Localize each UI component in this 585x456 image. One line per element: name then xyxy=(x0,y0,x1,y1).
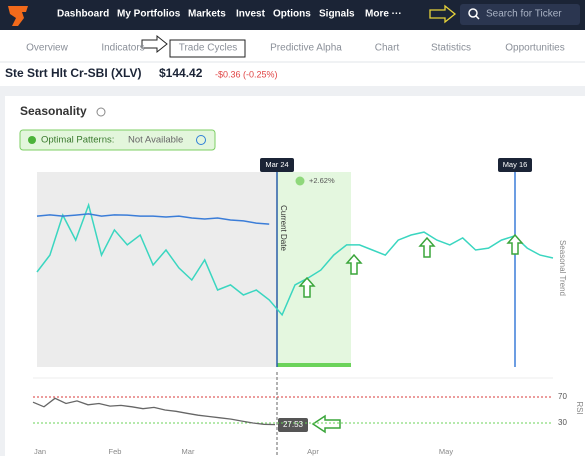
trend-line xyxy=(36,202,554,317)
marker-label: Mar 24 xyxy=(265,160,288,169)
ticker-change: -$0.36 (-0.25%) xyxy=(215,69,278,79)
info-icon[interactable] xyxy=(96,107,106,117)
x-tick-label: May xyxy=(439,447,453,456)
green-up-arrow xyxy=(298,276,316,298)
pattern-dot xyxy=(28,136,36,144)
green-up-arrow xyxy=(418,236,436,258)
x-tick-label: Feb xyxy=(109,447,122,456)
rsi-value-box xyxy=(278,418,308,432)
nav-item[interactable]: My Portfolios xyxy=(117,9,181,20)
rsi-tick-label: 70 xyxy=(558,392,567,401)
y-label: Seasonal Trend xyxy=(558,240,567,296)
nav-item[interactable]: Invest xyxy=(236,9,266,20)
nav-item[interactable]: Options xyxy=(273,9,311,20)
nav-item[interactable]: More ··· xyxy=(365,9,402,20)
tab-bar xyxy=(0,30,585,62)
tab[interactable]: Chart xyxy=(375,43,400,54)
nav-item[interactable]: Signals xyxy=(319,9,355,20)
marker-box xyxy=(498,158,532,172)
past-shade xyxy=(37,172,277,367)
nav-item[interactable]: Markets xyxy=(188,9,226,20)
window-shade xyxy=(277,172,351,367)
x-tick-label: Mar xyxy=(182,447,195,456)
window-bar xyxy=(277,363,351,367)
rsi-tick-label: 30 xyxy=(558,418,567,427)
ticker-name: Ste Strt Hlt Cr-SBI (XLV) xyxy=(5,66,141,80)
pattern-value: Not Available xyxy=(128,135,183,146)
search-placeholder[interactable]: Search for Ticker xyxy=(486,9,562,20)
current-date-label: Current Date xyxy=(279,205,288,251)
rsi-label: RSI xyxy=(575,401,584,414)
gain-icon xyxy=(295,176,305,186)
logo[interactable] xyxy=(8,6,28,26)
active-tab-box xyxy=(169,39,246,58)
green-up-arrow xyxy=(506,233,524,255)
nav-item[interactable]: Dashboard xyxy=(57,9,109,20)
marker-box xyxy=(260,158,294,172)
tab[interactable]: Overview xyxy=(26,43,68,54)
pointer-arrow xyxy=(141,34,168,54)
trend-line xyxy=(36,213,270,225)
ticker-price: $144.42 xyxy=(159,66,203,80)
yellow-arrow xyxy=(429,4,457,24)
x-tick-label: Apr xyxy=(307,447,319,456)
search-icon xyxy=(475,15,480,20)
tab[interactable]: Trade Cycles xyxy=(179,43,238,54)
pattern-info[interactable] xyxy=(196,135,206,145)
x-tick-label: Jan xyxy=(34,447,46,456)
tab[interactable]: Indicators xyxy=(101,43,144,54)
tab[interactable]: Statistics xyxy=(431,43,471,54)
green-up-arrow xyxy=(345,253,363,275)
card-title: Seasonality xyxy=(20,104,87,118)
tab[interactable]: Predictive Alpha xyxy=(270,43,342,54)
rsi-value-label: 27.53 xyxy=(283,420,304,429)
gain-label: +2.62% xyxy=(309,176,335,185)
rsi-line xyxy=(32,397,276,426)
green-left-arrow xyxy=(311,414,341,434)
tab[interactable]: Opportunities xyxy=(505,43,564,54)
marker-label: May 16 xyxy=(503,160,528,169)
search-icon xyxy=(468,8,478,18)
pattern-pill xyxy=(19,129,216,151)
search-box[interactable] xyxy=(460,4,580,25)
pattern-label: Optimal Patterns: xyxy=(41,135,114,146)
